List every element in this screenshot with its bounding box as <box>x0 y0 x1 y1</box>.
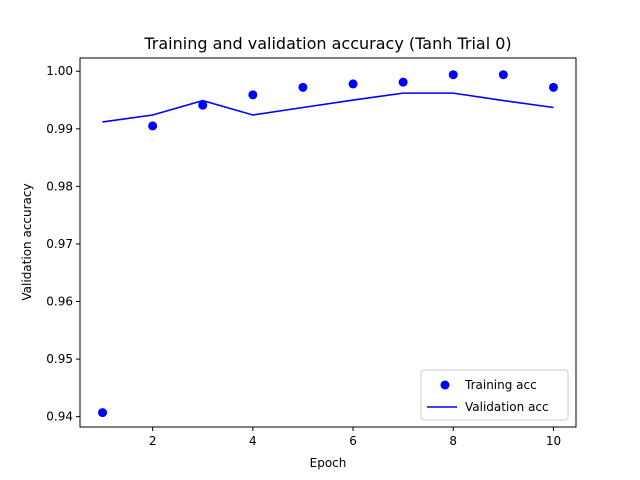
y-tick-label: 0.95 <box>46 352 73 366</box>
x-tick-label: 2 <box>149 434 157 448</box>
x-axis-label: Epoch <box>310 456 347 470</box>
y-axis-ticks: 0.94 0.95 0.96 0.97 0.98 0.99 1.00 <box>46 64 80 424</box>
y-tick-label: 0.99 <box>46 122 73 136</box>
training-acc-point <box>198 100 208 110</box>
legend-label-validation: Validation acc <box>465 400 549 414</box>
y-tick-label: 0.96 <box>46 295 73 309</box>
y-tick-label: 0.94 <box>46 410 73 424</box>
training-acc-point <box>98 408 108 418</box>
x-tick-label: 10 <box>546 434 561 448</box>
training-acc-point <box>148 121 158 131</box>
legend: Training acc Validation acc <box>420 369 569 421</box>
training-acc-point <box>498 70 508 80</box>
training-acc-point <box>348 79 358 89</box>
chart-title: Training and validation accuracy (Tanh T… <box>143 34 511 53</box>
y-tick-label: 1.00 <box>46 64 73 78</box>
y-axis-label: Validation accuracy <box>20 183 34 300</box>
y-tick-label: 0.97 <box>46 237 73 251</box>
legend-marker-training <box>440 380 450 390</box>
training-acc-point <box>298 82 308 92</box>
legend-label-training: Training acc <box>464 378 537 392</box>
x-tick-label: 6 <box>349 434 357 448</box>
training-acc-point <box>248 90 258 100</box>
training-acc-point <box>448 70 458 80</box>
training-acc-point <box>398 77 408 87</box>
plot-frame <box>79 57 577 428</box>
plot-series <box>98 70 558 418</box>
legend-box <box>420 369 569 421</box>
x-tick-label: 4 <box>249 434 257 448</box>
x-tick-label: 8 <box>449 434 457 448</box>
y-tick-label: 0.98 <box>46 179 73 193</box>
validation-acc-line <box>102 92 554 123</box>
x-axis-ticks: 2 4 6 8 10 <box>149 427 561 448</box>
training-acc-point <box>548 82 558 92</box>
